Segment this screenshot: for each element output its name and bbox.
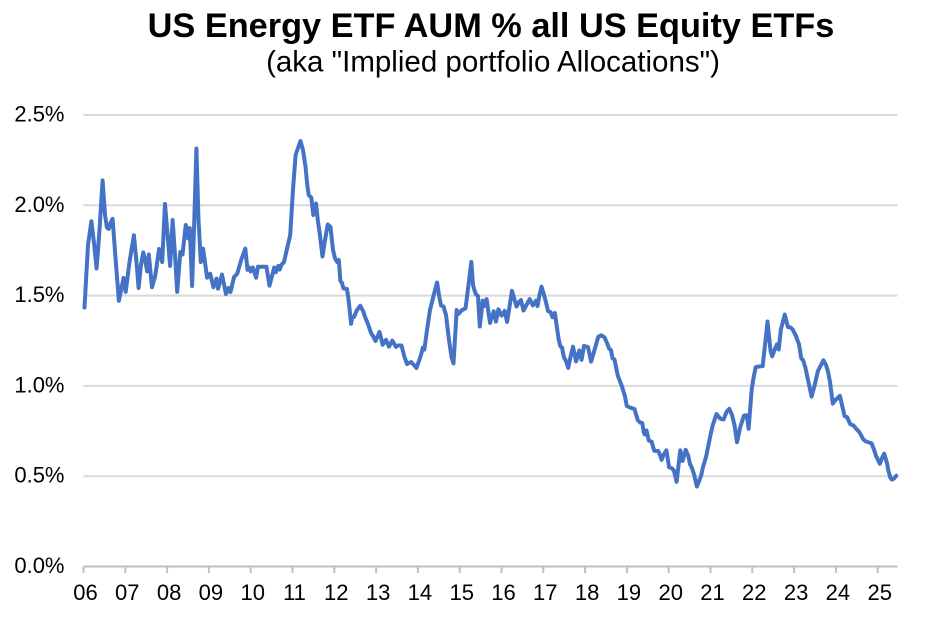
svg-text:18: 18 [575,580,599,605]
svg-text:10: 10 [240,580,264,605]
svg-text:06: 06 [73,580,97,605]
svg-text:25: 25 [867,580,891,605]
svg-text:2.0%: 2.0% [14,192,64,217]
svg-text:24: 24 [826,580,850,605]
svg-text:07: 07 [115,580,139,605]
svg-text:17: 17 [533,580,557,605]
svg-text:09: 09 [199,580,223,605]
svg-text:21: 21 [700,580,724,605]
svg-text:20: 20 [658,580,682,605]
svg-text:11: 11 [283,580,306,605]
svg-text:16: 16 [491,580,515,605]
svg-text:0.5%: 0.5% [14,463,64,488]
svg-text:22: 22 [742,580,766,605]
svg-text:0.0%: 0.0% [14,553,64,578]
svg-text:12: 12 [324,580,348,605]
svg-text:US Energy ETF AUM % all US Equ: US Energy ETF AUM % all US Equity ETFs [148,7,835,45]
svg-text:2.5%: 2.5% [14,102,64,127]
svg-text:1.5%: 1.5% [14,282,64,307]
svg-text:(aka "Implied portfolio Alloca: (aka "Implied portfolio Allocations") [266,46,720,79]
svg-text:23: 23 [784,580,808,605]
svg-text:13: 13 [366,580,390,605]
svg-text:14: 14 [408,580,432,605]
svg-text:19: 19 [617,580,641,605]
svg-text:08: 08 [157,580,181,605]
svg-text:15: 15 [449,580,473,605]
svg-text:1.0%: 1.0% [14,372,64,397]
